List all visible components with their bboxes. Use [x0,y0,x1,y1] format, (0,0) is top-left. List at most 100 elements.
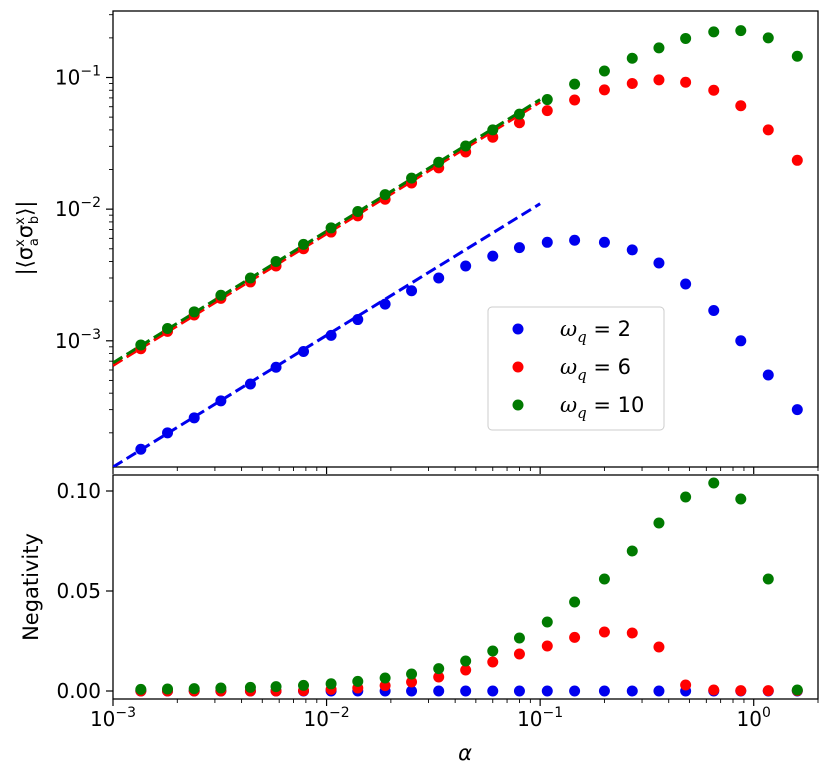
bottom-point-series-2 [460,664,472,676]
bottom-point-series-3 [270,681,282,693]
top-point-series-1 [680,278,692,290]
bottom-point-series-3 [433,663,445,675]
top-point-series-1 [626,244,638,256]
top-point-series-1 [325,329,337,341]
bottom-point-series-2 [513,648,525,660]
bottom-point-series-3 [379,672,391,684]
bottom-y-tick-label: 0.05 [56,579,101,603]
top-point-series-3 [680,32,692,44]
top-point-series-1 [541,236,553,248]
top-point-series-1 [244,378,256,390]
bottom-point-series-3 [188,683,200,695]
top-point-series-2 [598,84,610,96]
bottom-point-series-3 [680,491,692,503]
top-point-series-1 [487,250,499,262]
top-point-series-1 [598,236,610,248]
legend-label: ωq = 10 [560,393,644,422]
top-y-tick-label: 10−1 [55,64,101,90]
bottom-point-series-2 [653,641,665,653]
top-point-series-3 [406,172,418,184]
bottom-point-series-3 [708,477,720,489]
bottom-point-series-3 [653,517,665,529]
bottom-point-series-3 [298,679,310,691]
top-point-series-3 [460,140,472,152]
top-point-series-2 [653,74,665,86]
top-point-series-1 [379,298,391,310]
bottom-point-series-2 [569,631,581,643]
top-y-axis-title: |⟨σxaσxb⟩| [13,201,42,276]
top-point-series-1 [513,242,525,254]
bottom-point-series-1 [598,685,610,697]
bottom-point-series-3 [325,678,337,690]
x-axis-title: α [458,741,472,765]
bottom-point-series-3 [215,682,227,694]
top-point-series-3 [379,189,391,201]
bottom-point-series-3 [244,681,256,693]
bottom-point-series-1 [460,685,472,697]
bottom-y-axis-title: Negativity [19,533,43,641]
bottom-point-series-3 [487,645,499,657]
x-tick-label: 100 [737,705,771,731]
bottom-y-tick-label: 0.00 [56,679,101,703]
bottom-point-series-3 [162,683,174,695]
legend-frame [487,306,665,431]
bottom-point-series-3 [791,684,803,696]
top-point-series-3 [791,50,803,62]
bottom-point-series-2 [762,685,774,697]
top-point-series-1 [735,335,747,347]
top-point-series-2 [626,78,638,90]
top-point-series-2 [541,105,553,117]
x-tick-label: 10−3 [90,705,136,731]
bottom-point-series-2 [379,680,391,692]
bottom-point-series-2 [708,684,720,696]
bottom-point-series-1 [569,685,581,697]
top-point-series-1 [762,369,774,381]
top-point-series-3 [352,205,364,217]
bottom-point-series-1 [541,685,553,697]
top-point-series-1 [433,272,445,284]
top-point-series-3 [735,25,747,37]
x-tick-label: 10−2 [304,705,350,731]
bottom-point-series-3 [735,493,747,505]
bottom-point-series-3 [352,675,364,687]
bottom-point-series-3 [513,632,525,644]
bottom-point-series-3 [541,616,553,628]
bottom-point-series-2 [680,679,692,691]
legend-marker [512,399,524,411]
top-point-series-3 [653,42,665,54]
top-point-series-2 [791,154,803,166]
bottom-point-series-3 [598,573,610,585]
top-point-series-2 [513,117,525,129]
legend-label: ωq = 2 [560,317,631,346]
top-point-series-2 [708,84,720,96]
top-y-tick-label: 10−3 [55,327,101,353]
bottom-point-series-3 [762,573,774,585]
top-point-series-2 [680,76,692,88]
top-point-series-3 [433,156,445,168]
bottom-point-series-2 [626,627,638,639]
bottom-point-series-2 [406,676,418,688]
top-point-series-1 [460,260,472,272]
bottom-point-series-3 [460,655,472,667]
bottom-point-series-1 [626,685,638,697]
top-point-series-3 [598,65,610,77]
bottom-y-tick-label: 0.10 [56,479,101,503]
bottom-point-series-1 [653,685,665,697]
bottom-point-series-2 [433,671,445,683]
top-point-series-1 [215,395,227,407]
top-point-series-3 [135,339,147,351]
bottom-point-series-1 [433,685,445,697]
top-point-series-3 [762,32,774,44]
top-point-series-3 [541,94,553,106]
bottom-point-series-1 [513,685,525,697]
top-point-series-3 [298,238,310,250]
top-plot-area [113,25,803,467]
top-point-series-1 [653,257,665,269]
top-y-tick-label: 10−2 [55,195,101,221]
bottom-point-series-2 [541,640,553,652]
top-panel: 10−3 10−2 10−1 ωq = 2 ωq = 6 ωq = 10 [55,10,819,474]
top-point-series-3 [325,222,337,234]
top-point-series-1 [135,443,147,455]
legend-marker [512,361,524,373]
